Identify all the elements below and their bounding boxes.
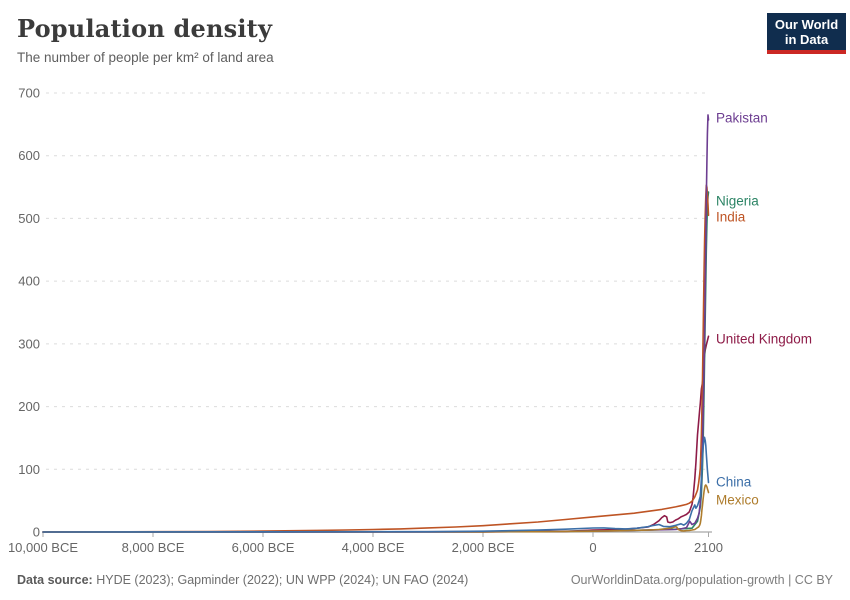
y-axis-tick-label: 100 (18, 462, 40, 477)
series-label-mexico[interactable]: Mexico (716, 493, 759, 508)
x-axis-tick-label: 2100 (694, 540, 723, 555)
data-source-label: Data source: (17, 573, 93, 587)
y-axis-tick-label: 0 (33, 525, 40, 540)
series-line-nigeria[interactable] (42, 191, 710, 533)
series-label-nigeria[interactable]: Nigeria (716, 194, 759, 209)
data-source-text: HYDE (2023); Gapminder (2022); UN WPP (2… (92, 573, 469, 587)
y-axis-tick-label: 600 (18, 148, 40, 163)
owid-logo-line1: Our World (774, 17, 839, 32)
owid-credit-link[interactable]: OurWorldinData.org/population-growth | C… (570, 573, 833, 587)
x-axis-tick-label: 10,000 BCE (8, 540, 78, 555)
owid-logo-line2: in Data (784, 32, 829, 47)
x-axis-tick-label: 0 (589, 540, 596, 555)
y-axis-tick-label: 400 (18, 274, 40, 289)
x-axis-tick-label: 6,000 BCE (232, 540, 295, 555)
chart-header: Population density The number of people … (17, 14, 274, 65)
series-line-china[interactable] (42, 436, 710, 533)
y-axis-tick-label: 500 (18, 211, 40, 226)
chart-footer: Data source: HYDE (2023); Gapminder (202… (17, 573, 833, 587)
page-subtitle: The number of people per km² of land are… (17, 50, 274, 65)
x-axis-tick-label: 4,000 BCE (342, 540, 405, 555)
page-title: Population density (17, 14, 273, 43)
series-label-united-kingdom[interactable]: United Kingdom (716, 332, 812, 347)
y-axis-tick-label: 700 (18, 86, 40, 101)
series-label-india[interactable]: India (716, 210, 746, 225)
series-label-china[interactable]: China (716, 475, 752, 490)
owid-logo[interactable]: Our World in Data (767, 13, 846, 54)
y-axis-tick-label: 200 (18, 399, 40, 414)
series-line-mexico[interactable] (42, 484, 710, 533)
x-axis-tick-label: 8,000 BCE (122, 540, 185, 555)
series-line-india[interactable] (42, 184, 710, 533)
series-label-pakistan[interactable]: Pakistan (716, 111, 768, 126)
series-line-united-kingdom[interactable] (42, 335, 710, 533)
data-source-note: Data source: HYDE (2023); Gapminder (202… (17, 573, 468, 587)
x-axis-tick-label: 2,000 BCE (452, 540, 515, 555)
y-axis-tick-label: 300 (18, 336, 40, 351)
